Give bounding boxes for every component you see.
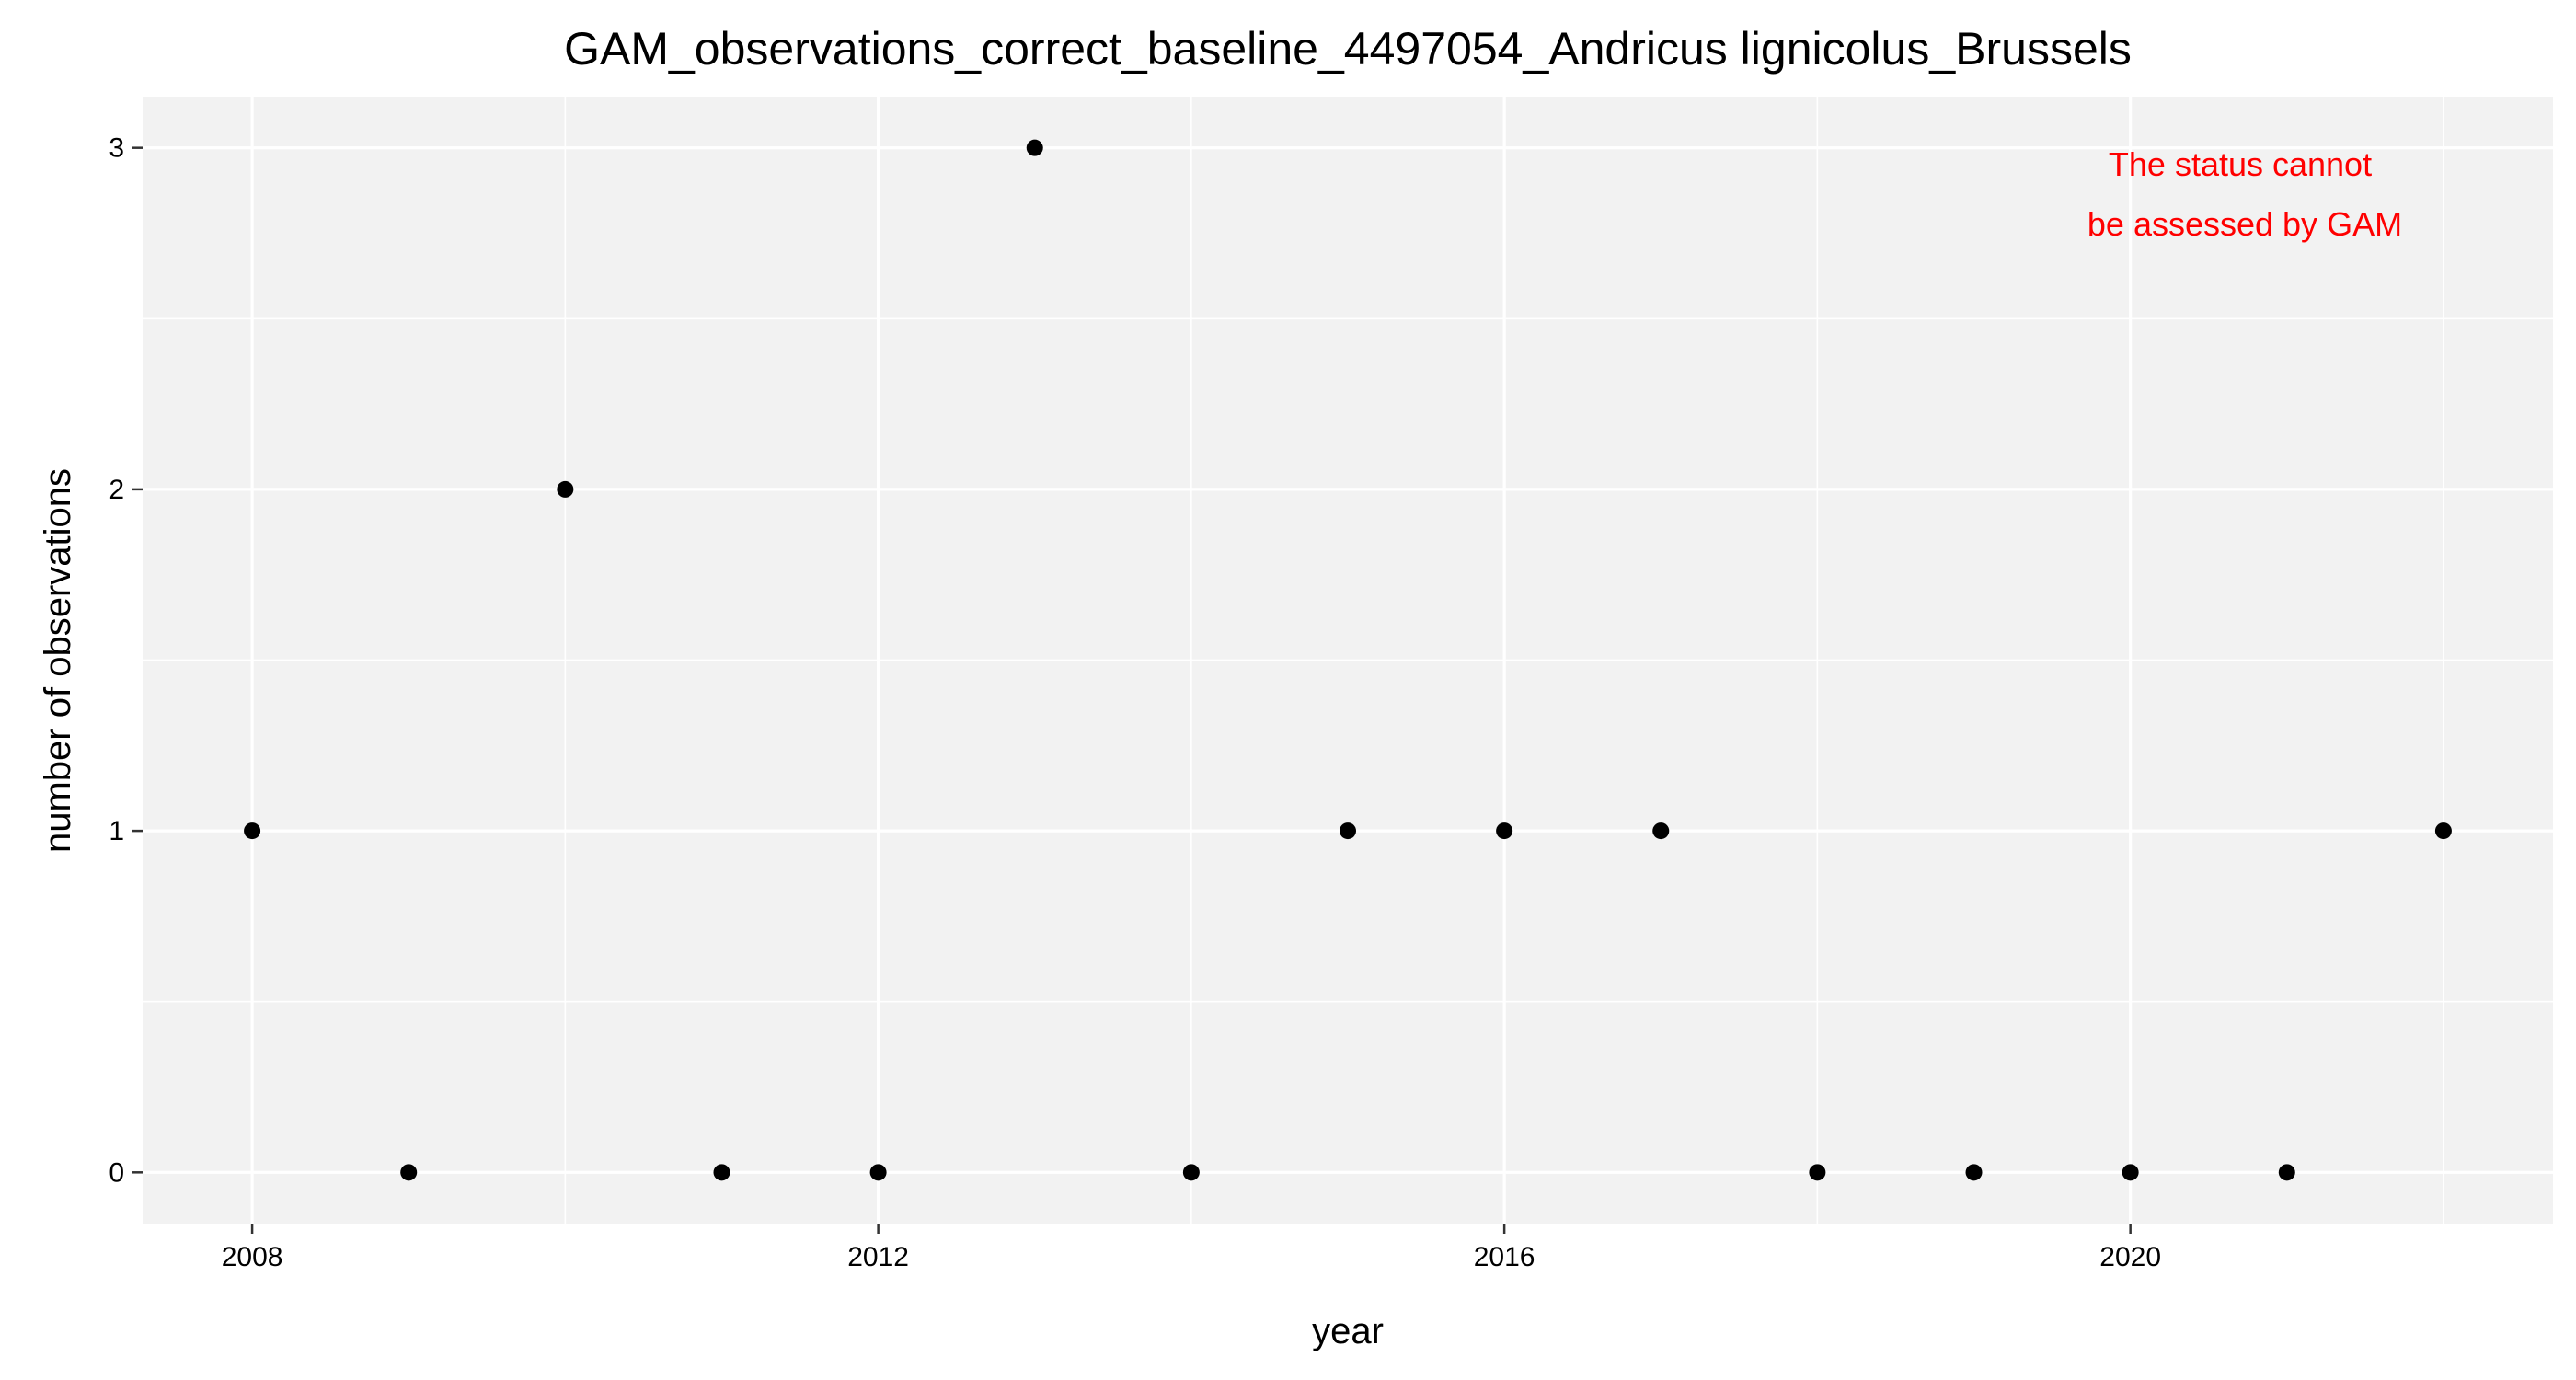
x-tick-label: 2020 [2099,1242,2161,1272]
data-point [1496,822,1513,840]
y-axis-title: number of observations [38,468,78,853]
x-tick-label: 2012 [847,1242,909,1272]
x-axis: 2008 2012 2016 2020 [222,1224,2161,1272]
data-point [1965,1164,1983,1181]
y-tick-label: 2 [109,475,124,505]
status-annotation-line-1: The status cannot [2109,145,2372,183]
data-point [244,822,261,840]
data-point [2278,1164,2295,1181]
data-point [2434,822,2452,840]
status-annotation-line-2: be assessed by GAM [2087,205,2402,243]
data-point [1652,822,1670,840]
y-axis: 0 1 2 3 [109,133,143,1188]
y-tick-label: 1 [109,816,124,846]
data-point [2122,1164,2139,1181]
data-points [244,139,2452,1181]
status-annotation: The status cannot be assessed by GAM [2087,145,2402,243]
chart-title: GAM_observations_correct_baseline_449705… [564,23,2132,75]
data-point [1026,139,1043,156]
x-axis-title: year [1312,1311,1384,1351]
x-tick-label: 2008 [222,1242,283,1272]
x-tick-label: 2016 [1474,1242,1535,1272]
data-point [1809,1164,1826,1181]
data-point [1182,1164,1200,1181]
data-point [400,1164,418,1181]
y-tick-label: 0 [109,1157,124,1188]
y-tick-label: 3 [109,133,124,164]
data-point [1340,822,1356,840]
data-point [713,1164,730,1181]
major-gridlines [143,97,2553,1224]
minor-gridlines [143,97,2553,1224]
data-point [869,1164,887,1181]
data-point [557,480,574,498]
